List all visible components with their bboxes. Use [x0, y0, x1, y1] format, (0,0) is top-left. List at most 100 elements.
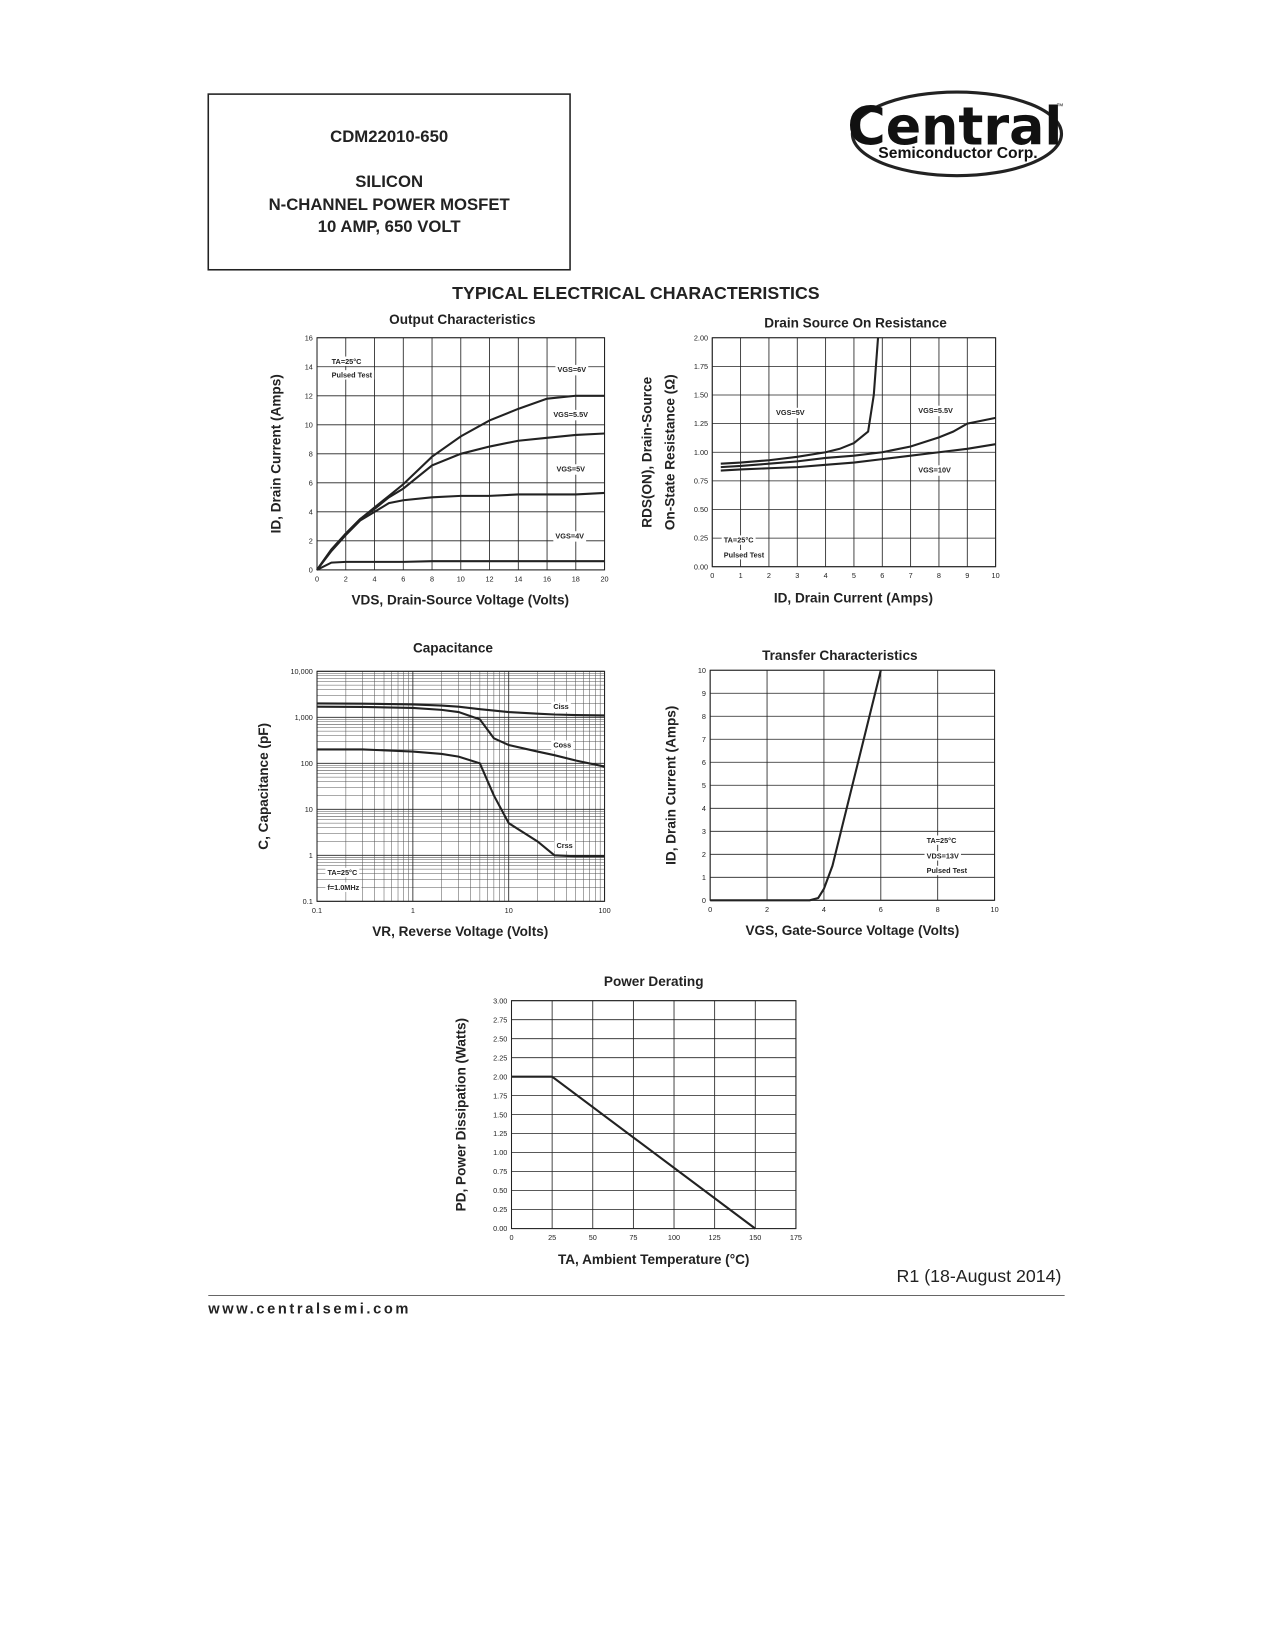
x-axis-label: TA, Ambient Temperature (°C): [558, 1252, 750, 1267]
x-tick-label: 1: [739, 571, 743, 580]
x-tick-label: 20: [601, 574, 609, 583]
y-tick-label: 10,000: [291, 667, 313, 676]
x-tick-label: 25: [548, 1233, 556, 1242]
y-tick-label: 1.75: [493, 1091, 507, 1100]
y-tick-label: 0.50: [694, 505, 708, 514]
x-tick-label: 0: [708, 905, 712, 914]
x-tick-label: 0: [509, 1233, 513, 1242]
series-label: VGS=5.5V: [918, 406, 953, 415]
header-line: 10 AMP, 650 VOLT: [318, 217, 462, 236]
y-tick-label: 3: [702, 827, 706, 836]
x-tick-label: 75: [629, 1233, 637, 1242]
x-tick-label: 2: [765, 905, 769, 914]
y-tick-label: 7: [702, 735, 706, 744]
series-line: [317, 702, 605, 717]
x-tick-label: 10: [992, 571, 1000, 580]
y-tick-label: 1.25: [493, 1129, 507, 1138]
series-label-bg: [551, 701, 571, 713]
y-tick-label: 0: [309, 565, 313, 574]
header-line: N-CHANNEL POWER MOSFET: [269, 195, 511, 214]
y-tick-label: 1,000: [295, 713, 313, 722]
series-line: [317, 705, 605, 768]
annotation-bg: [924, 835, 959, 845]
annotation-bg: [721, 550, 767, 560]
annotation-bg: [721, 535, 756, 545]
chart-title: Transfer Characteristics: [762, 648, 917, 663]
plot-frame: [711, 337, 997, 568]
x-tick-label: 8: [937, 571, 941, 580]
y-tick-label: 12: [305, 391, 313, 400]
series-label-bg: [916, 465, 953, 476]
y-axis-label: PD, Power Dissipation (Watts): [453, 1018, 468, 1211]
series-line: [720, 337, 880, 465]
y-axis-label: ID, Drain Current (Amps): [268, 374, 283, 533]
x-tick-label: 125: [709, 1233, 721, 1242]
y-tick-label: 0.25: [694, 534, 708, 543]
series-label-bg: [555, 364, 589, 376]
y-tick-label: 9: [702, 689, 706, 698]
y-axis-label: On-State Resistance (Ω): [663, 374, 678, 530]
series-label: VGS=5V: [556, 465, 585, 474]
annotation: f=1.0MHz: [327, 883, 359, 892]
y-tick-label: 10: [305, 420, 313, 429]
website: www.centralsemi.com: [207, 1301, 411, 1317]
series-label: VGS=5V: [776, 408, 805, 417]
x-tick-label: 6: [880, 571, 884, 580]
y-tick-label: 14: [305, 362, 313, 371]
x-tick-label: 0: [710, 571, 714, 580]
annotation: TA=25°C: [724, 536, 754, 545]
series-label: Ciss: [553, 702, 568, 711]
x-tick-label: 3: [795, 571, 799, 580]
y-tick-label: 1: [309, 851, 313, 860]
series-line: [316, 491, 605, 571]
y-tick-label: 4: [702, 804, 706, 813]
x-tick-label: 8: [430, 574, 434, 583]
annotation: Pulsed Test: [927, 866, 968, 875]
x-tick-label: 2: [344, 574, 348, 583]
x-tick-label: 2: [767, 571, 771, 580]
y-tick-label: 10: [698, 666, 706, 675]
annotation: Pulsed Test: [332, 370, 373, 379]
x-tick-label: 175: [790, 1233, 802, 1242]
y-tick-label: 2.50: [493, 1034, 507, 1043]
y-tick-label: 1.50: [493, 1110, 507, 1119]
x-tick-label: 16: [543, 574, 551, 583]
logo-sub: Semiconductor Corp.: [878, 145, 1037, 162]
x-tick-label: 100: [598, 906, 610, 915]
y-tick-label: 0.00: [493, 1224, 507, 1233]
y-axis-label: ID, Drain Current (Amps): [664, 706, 679, 865]
part-number: CDM22010-650: [330, 127, 448, 146]
y-tick-label: 1.00: [493, 1148, 507, 1157]
logo-tm: ™: [1056, 102, 1063, 111]
header-line: SILICON: [355, 172, 423, 191]
chart-title: Power Derating: [604, 974, 704, 989]
x-tick-label: 6: [401, 574, 405, 583]
series-label: VGS=5.5V: [553, 410, 588, 419]
y-tick-label: 0.75: [493, 1167, 507, 1176]
series-label: VGS=4V: [555, 531, 584, 540]
y-tick-label: 16: [305, 333, 313, 342]
logo-name: Central: [847, 96, 1062, 157]
revision: R1 (18-August 2014): [897, 1266, 1062, 1286]
y-tick-label: 8: [309, 449, 313, 458]
annotation: TA=25°C: [332, 357, 362, 366]
series-line: [316, 560, 605, 571]
annotation: TA=25°C: [927, 836, 957, 845]
x-tick-label: 1: [411, 906, 415, 915]
annotation-bg: [325, 882, 362, 892]
y-tick-label: 5: [702, 781, 706, 790]
series-label: Crss: [556, 841, 572, 850]
annotation-bg: [325, 867, 360, 878]
series-line: [720, 443, 996, 472]
series-label-bg: [916, 405, 956, 417]
x-tick-label: 14: [514, 574, 522, 583]
x-tick-label: 6: [879, 905, 883, 914]
annotation: TA=25°C: [327, 868, 357, 877]
y-tick-label: 10: [305, 805, 313, 814]
y-tick-label: 1.75: [694, 362, 708, 371]
y-tick-label: 2: [309, 536, 313, 545]
plot-frame: [316, 337, 606, 571]
series-line: [511, 1075, 756, 1230]
plot-frame: [510, 1000, 797, 1230]
